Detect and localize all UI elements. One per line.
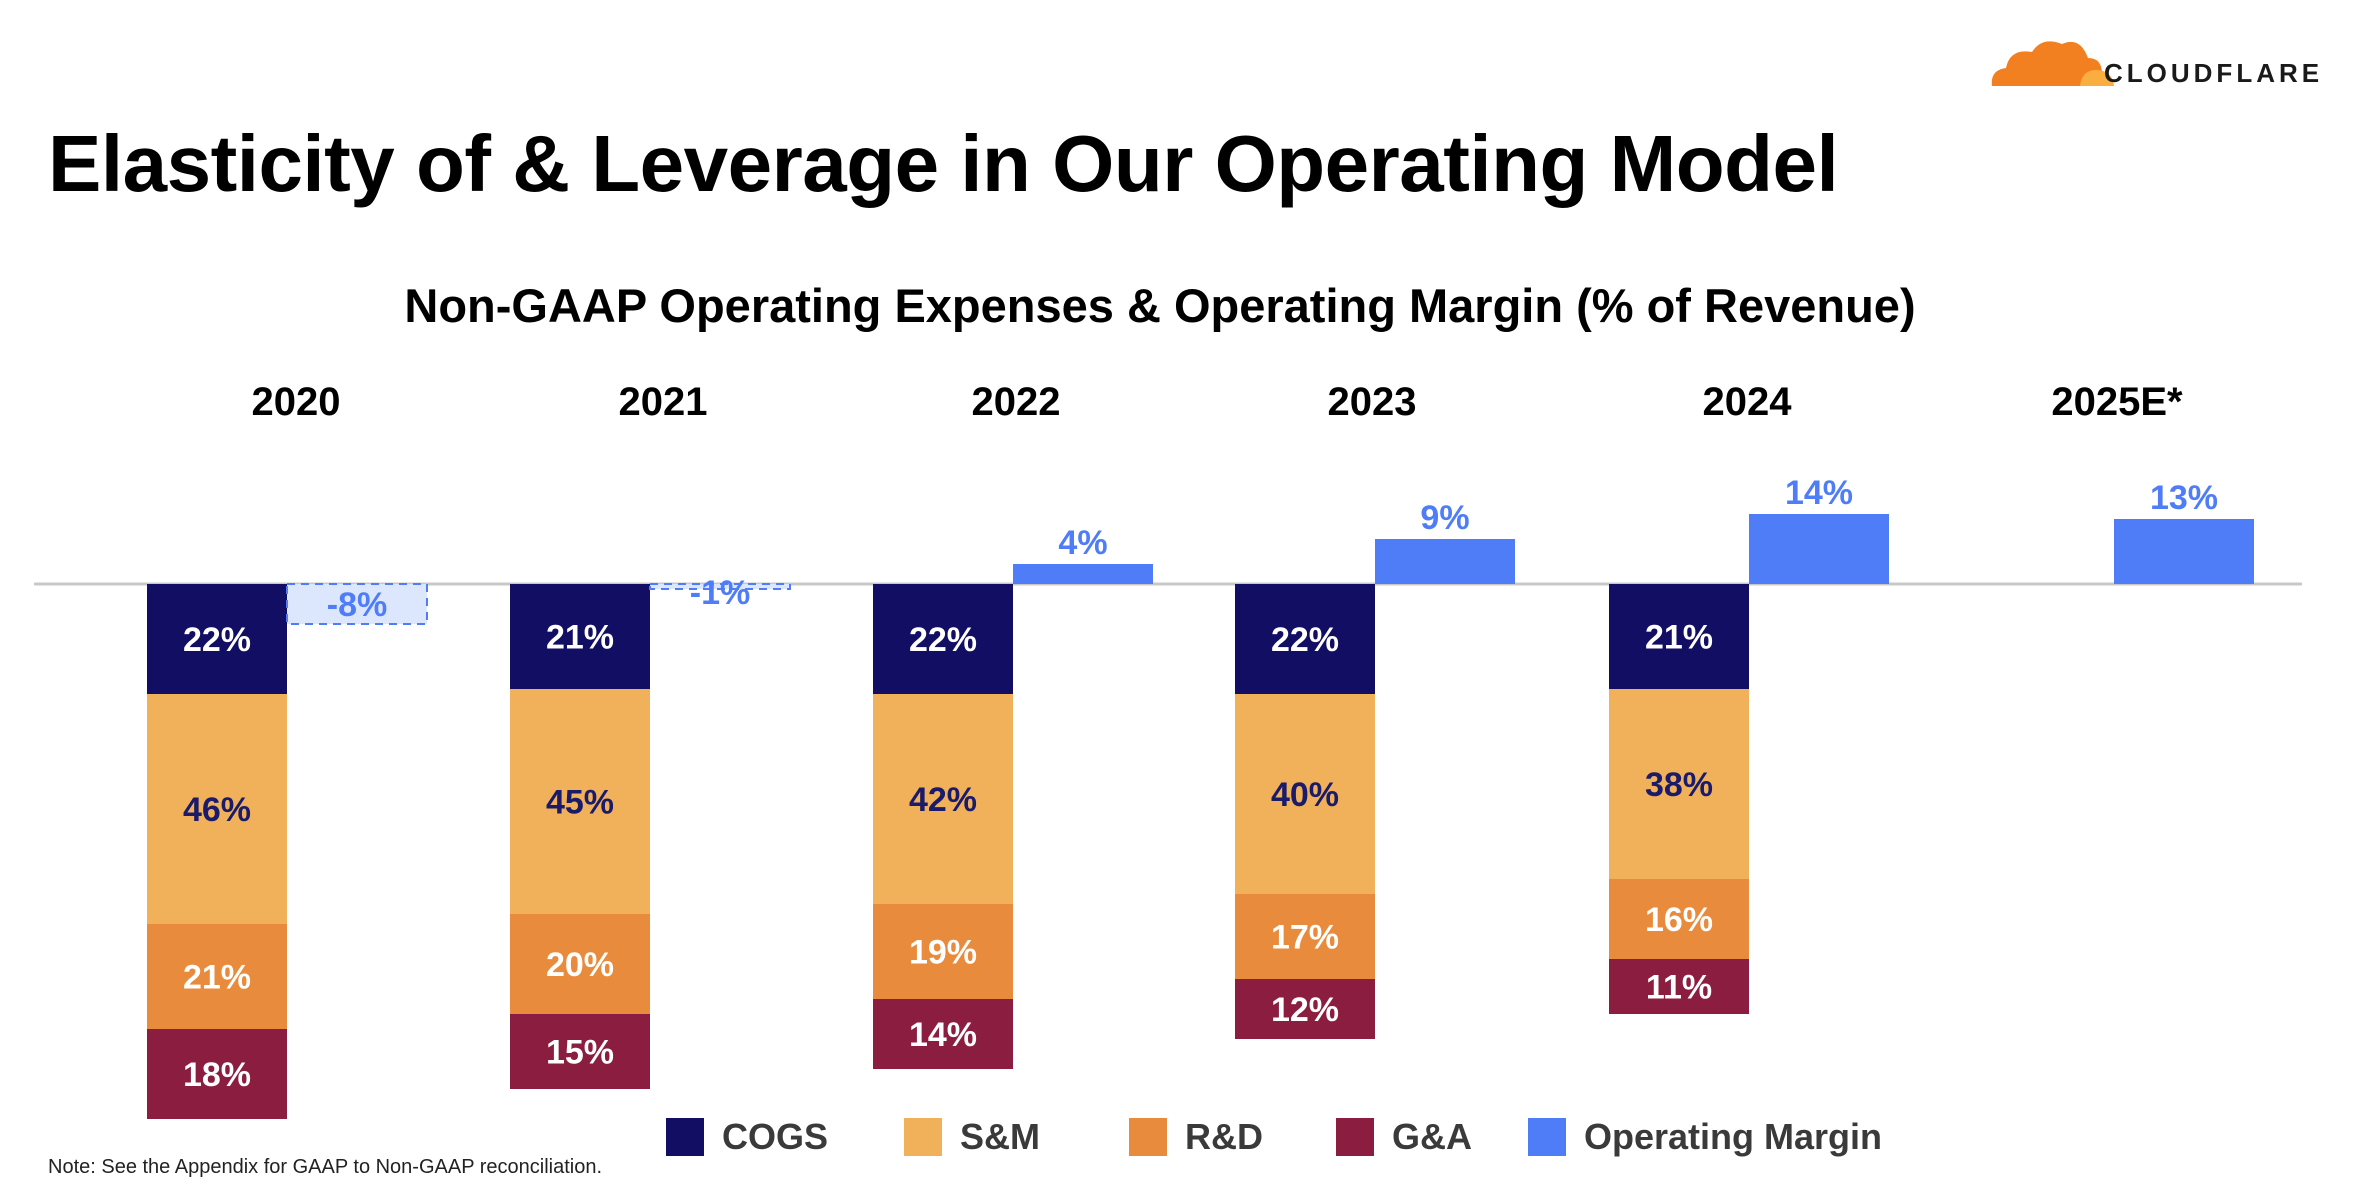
bar-rd-segment (1609, 879, 1749, 959)
bar-sm-segment (1235, 694, 1375, 894)
bar-value-label: 12% (1271, 991, 1339, 1029)
legend-swatch (1336, 1118, 1374, 1156)
bar-cogs-segment (510, 584, 650, 689)
operating-margin-bar (1013, 564, 1153, 584)
bar-value-label: 22% (1271, 621, 1339, 659)
bar-value-label: 19% (909, 934, 977, 972)
operating-margin-bar-negative (286, 583, 428, 625)
operating-margin-bar (2114, 519, 2254, 584)
bar-value-label: 38% (1645, 766, 1713, 804)
bar-value-label: 22% (183, 621, 251, 659)
year-label: 2023 (1328, 380, 1417, 424)
bar-rd-segment (873, 904, 1013, 999)
year-group-1: 2021 21% 45% 20% 15% -1% (510, 380, 791, 1089)
bar-rd-segment (147, 924, 287, 1029)
cloudflare-wordmark: CLOUDFLARE (2104, 58, 2324, 88)
bar-cogs-segment (147, 584, 287, 694)
operating-margin-label: 4% (1058, 524, 1107, 562)
year-group-2: 2022 22% 42% 19% 14% 4% (873, 380, 1153, 1069)
year-label: 2022 (972, 380, 1061, 424)
cloudflare-cloud-icon (1991, 41, 2114, 86)
logo-cloud-main (1991, 41, 2103, 86)
bar-value-label: 21% (1645, 619, 1713, 657)
bar-sm-segment (873, 694, 1013, 904)
chart-legend: COGS S&M R&D G&A Operating Margin (666, 1116, 1882, 1157)
legend-item: G&A (1336, 1116, 1472, 1157)
logo-cloud-small (2080, 70, 2114, 86)
legend-swatch (1528, 1118, 1566, 1156)
bar-value-label: 21% (183, 959, 251, 997)
bar-ga-segment (147, 1029, 287, 1119)
year-group-5: 2025E* 13% (2051, 380, 2254, 584)
year-label: 2020 (252, 380, 341, 424)
bar-value-label: 16% (1645, 901, 1713, 939)
legend-swatch (1129, 1118, 1167, 1156)
bar-value-label: 40% (1271, 776, 1339, 814)
chart-title: Non-GAAP Operating Expenses & Operating … (404, 279, 1916, 332)
bar-sm-segment (510, 689, 650, 914)
bar-rd-segment (510, 914, 650, 1014)
operating-margin-label: -8% (327, 586, 387, 624)
bar-value-label: 11% (1646, 969, 1712, 1007)
bar-value-label: 22% (909, 621, 977, 659)
legend-label: G&A (1392, 1116, 1472, 1157)
bar-value-label: 46% (183, 791, 251, 829)
operating-margin-label: -1% (690, 574, 750, 612)
operating-margin-label: 14% (1785, 474, 1853, 512)
legend-label: S&M (960, 1116, 1040, 1157)
legend-swatch (666, 1118, 704, 1156)
legend-item: Operating Margin (1528, 1116, 1882, 1157)
bar-ga-segment (1609, 959, 1749, 1014)
page-title: Elasticity of & Leverage in Our Operatin… (48, 119, 1839, 208)
bar-value-label: 14% (909, 1016, 977, 1054)
bar-sm-segment (147, 694, 287, 924)
operating-margin-bar (1749, 514, 1889, 584)
bar-value-label: 20% (546, 946, 614, 984)
operating-margin-label: 13% (2150, 479, 2218, 517)
bar-sm-segment (1609, 689, 1749, 879)
operating-margin-bar-negative (649, 583, 791, 590)
operating-margin-bar (1375, 539, 1515, 584)
bar-ga-segment (1235, 979, 1375, 1039)
year-group-4: 2024 21% 38% 16% 11% 14% (1609, 380, 1889, 1014)
bar-ga-segment (510, 1014, 650, 1089)
bar-ga-segment (873, 999, 1013, 1069)
legend-item: S&M (904, 1116, 1040, 1157)
bar-value-label: 15% (546, 1034, 614, 1072)
bar-value-label: 45% (546, 784, 614, 822)
bar-cogs-segment (873, 584, 1013, 694)
year-group-3: 2023 22% 40% 17% 12% 9% (1235, 380, 1515, 1039)
legend-label: Operating Margin (1584, 1116, 1882, 1157)
bar-value-label: 21% (546, 619, 614, 657)
footnote: Note: See the Appendix for GAAP to Non-G… (48, 1156, 603, 1178)
legend-item: COGS (666, 1116, 828, 1157)
legend-swatch (904, 1118, 942, 1156)
bar-cogs-segment (1235, 584, 1375, 694)
legend-label: COGS (722, 1116, 828, 1157)
operating-margin-label: 9% (1420, 499, 1469, 537)
bar-value-label: 42% (909, 781, 977, 819)
bar-value-label: 17% (1271, 919, 1339, 957)
bar-cogs-segment (1609, 584, 1749, 689)
year-label: 2024 (1703, 380, 1793, 424)
bar-value-label: 18% (183, 1056, 251, 1094)
year-group-0: 2020 22% 46% 21% 18% -8% (147, 380, 428, 1119)
bar-rd-segment (1235, 894, 1375, 979)
year-label: 2021 (619, 380, 708, 424)
legend-label: R&D (1185, 1116, 1263, 1157)
legend-item: R&D (1129, 1116, 1263, 1157)
year-label: 2025E* (2051, 380, 2183, 424)
